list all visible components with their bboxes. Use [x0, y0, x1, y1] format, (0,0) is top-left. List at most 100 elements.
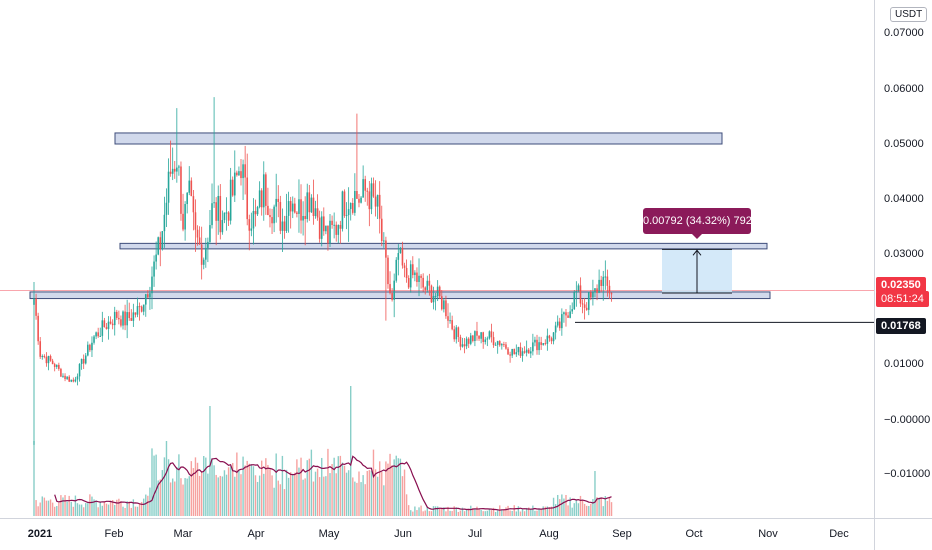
candle [111, 319, 114, 330]
candle [149, 286, 151, 310]
candle [443, 298, 445, 313]
candle [457, 326, 460, 342]
volume-bar [165, 441, 168, 516]
candle [118, 310, 120, 325]
price-axis[interactable]: USDT 0.07000 0.06000 0.05000 0.04000 0.0… [874, 0, 932, 518]
resistance-zone-mid[interactable] [119, 242, 768, 250]
support-zone[interactable] [29, 291, 771, 300]
volume-bar [184, 478, 186, 516]
candle [273, 204, 275, 233]
candle [188, 166, 191, 196]
time-tick: Jun [394, 528, 412, 540]
candle [387, 255, 389, 289]
candle [277, 185, 280, 218]
volume-bar [567, 505, 569, 516]
volume-bar [418, 507, 420, 516]
time-axis[interactable]: 2021 Feb Mar Apr May Jun Jul Aug Sep Oct… [0, 518, 874, 550]
volume-bar [530, 508, 532, 516]
volume-bar [430, 511, 433, 516]
candle [126, 299, 128, 339]
volume-bar [532, 505, 534, 516]
time-tick: Aug [539, 528, 559, 540]
candle [558, 317, 561, 331]
candle [39, 337, 42, 359]
volume-bar [279, 484, 282, 516]
candle [507, 346, 509, 355]
currency-badge[interactable]: USDT [890, 7, 928, 22]
volume-bar [296, 459, 298, 516]
candle [136, 297, 139, 318]
candle [134, 312, 137, 318]
volume-bar [393, 459, 395, 516]
candle [358, 194, 360, 208]
volume-bar [159, 479, 161, 516]
volume-bar [93, 499, 95, 516]
volume-bar [399, 458, 402, 516]
candle [151, 266, 153, 310]
candle [335, 221, 338, 242]
volume-bar [405, 494, 408, 516]
candle [138, 302, 141, 321]
candle [78, 363, 81, 382]
volume-bar [523, 511, 526, 516]
candle [407, 275, 410, 290]
volume-bar [203, 456, 205, 516]
volume-bar [174, 481, 176, 516]
candle [93, 335, 95, 345]
volume-bar [256, 481, 259, 516]
candle [82, 354, 85, 370]
volume-bar [459, 510, 462, 516]
candle [416, 267, 418, 287]
candle [498, 340, 501, 347]
volume-bar [62, 497, 64, 516]
volume-bar [323, 476, 325, 516]
volume-bar [540, 509, 542, 516]
volume-bar [95, 500, 97, 516]
candle [275, 173, 277, 223]
volume-bar [114, 504, 116, 516]
volume-bar [376, 476, 379, 516]
volume-bar [470, 505, 472, 516]
volume-bar [267, 464, 269, 516]
candle [242, 159, 244, 200]
candle [196, 225, 199, 246]
candle [447, 303, 449, 328]
volume-bar [465, 509, 468, 516]
volume-bar [314, 471, 317, 516]
volume-bar [513, 505, 515, 516]
volume-bar [424, 510, 426, 516]
candle [422, 273, 424, 292]
volume-bar [221, 476, 224, 516]
volume-bar [310, 449, 313, 516]
volume-bar [451, 511, 453, 516]
candle [397, 244, 400, 276]
candle [68, 375, 70, 383]
volume-bar [492, 507, 495, 516]
chart-pane[interactable]: 0.00792 (34.32%) 792 [0, 0, 874, 518]
volume-bar [302, 479, 304, 516]
volume-bar [488, 509, 491, 516]
volume-bar [116, 499, 118, 516]
candle [109, 316, 112, 325]
candle [256, 205, 259, 217]
candle [438, 285, 441, 300]
volume-bar [422, 511, 424, 516]
candle [536, 334, 538, 355]
candle [399, 247, 402, 254]
candle [608, 280, 611, 299]
volume-bar [389, 453, 391, 516]
price-chart[interactable] [0, 0, 874, 518]
volume-bar [130, 507, 132, 516]
candle [602, 270, 605, 301]
candle [99, 327, 102, 338]
candle [385, 236, 387, 321]
resistance-zone-top[interactable] [114, 132, 723, 145]
volume-bar [585, 505, 588, 516]
candle [455, 325, 458, 344]
volume-bar [461, 507, 464, 516]
volume-bar [511, 510, 513, 516]
volume-bar [263, 473, 265, 516]
volume-bar [449, 510, 451, 516]
candle [509, 351, 511, 363]
candle [190, 177, 193, 197]
